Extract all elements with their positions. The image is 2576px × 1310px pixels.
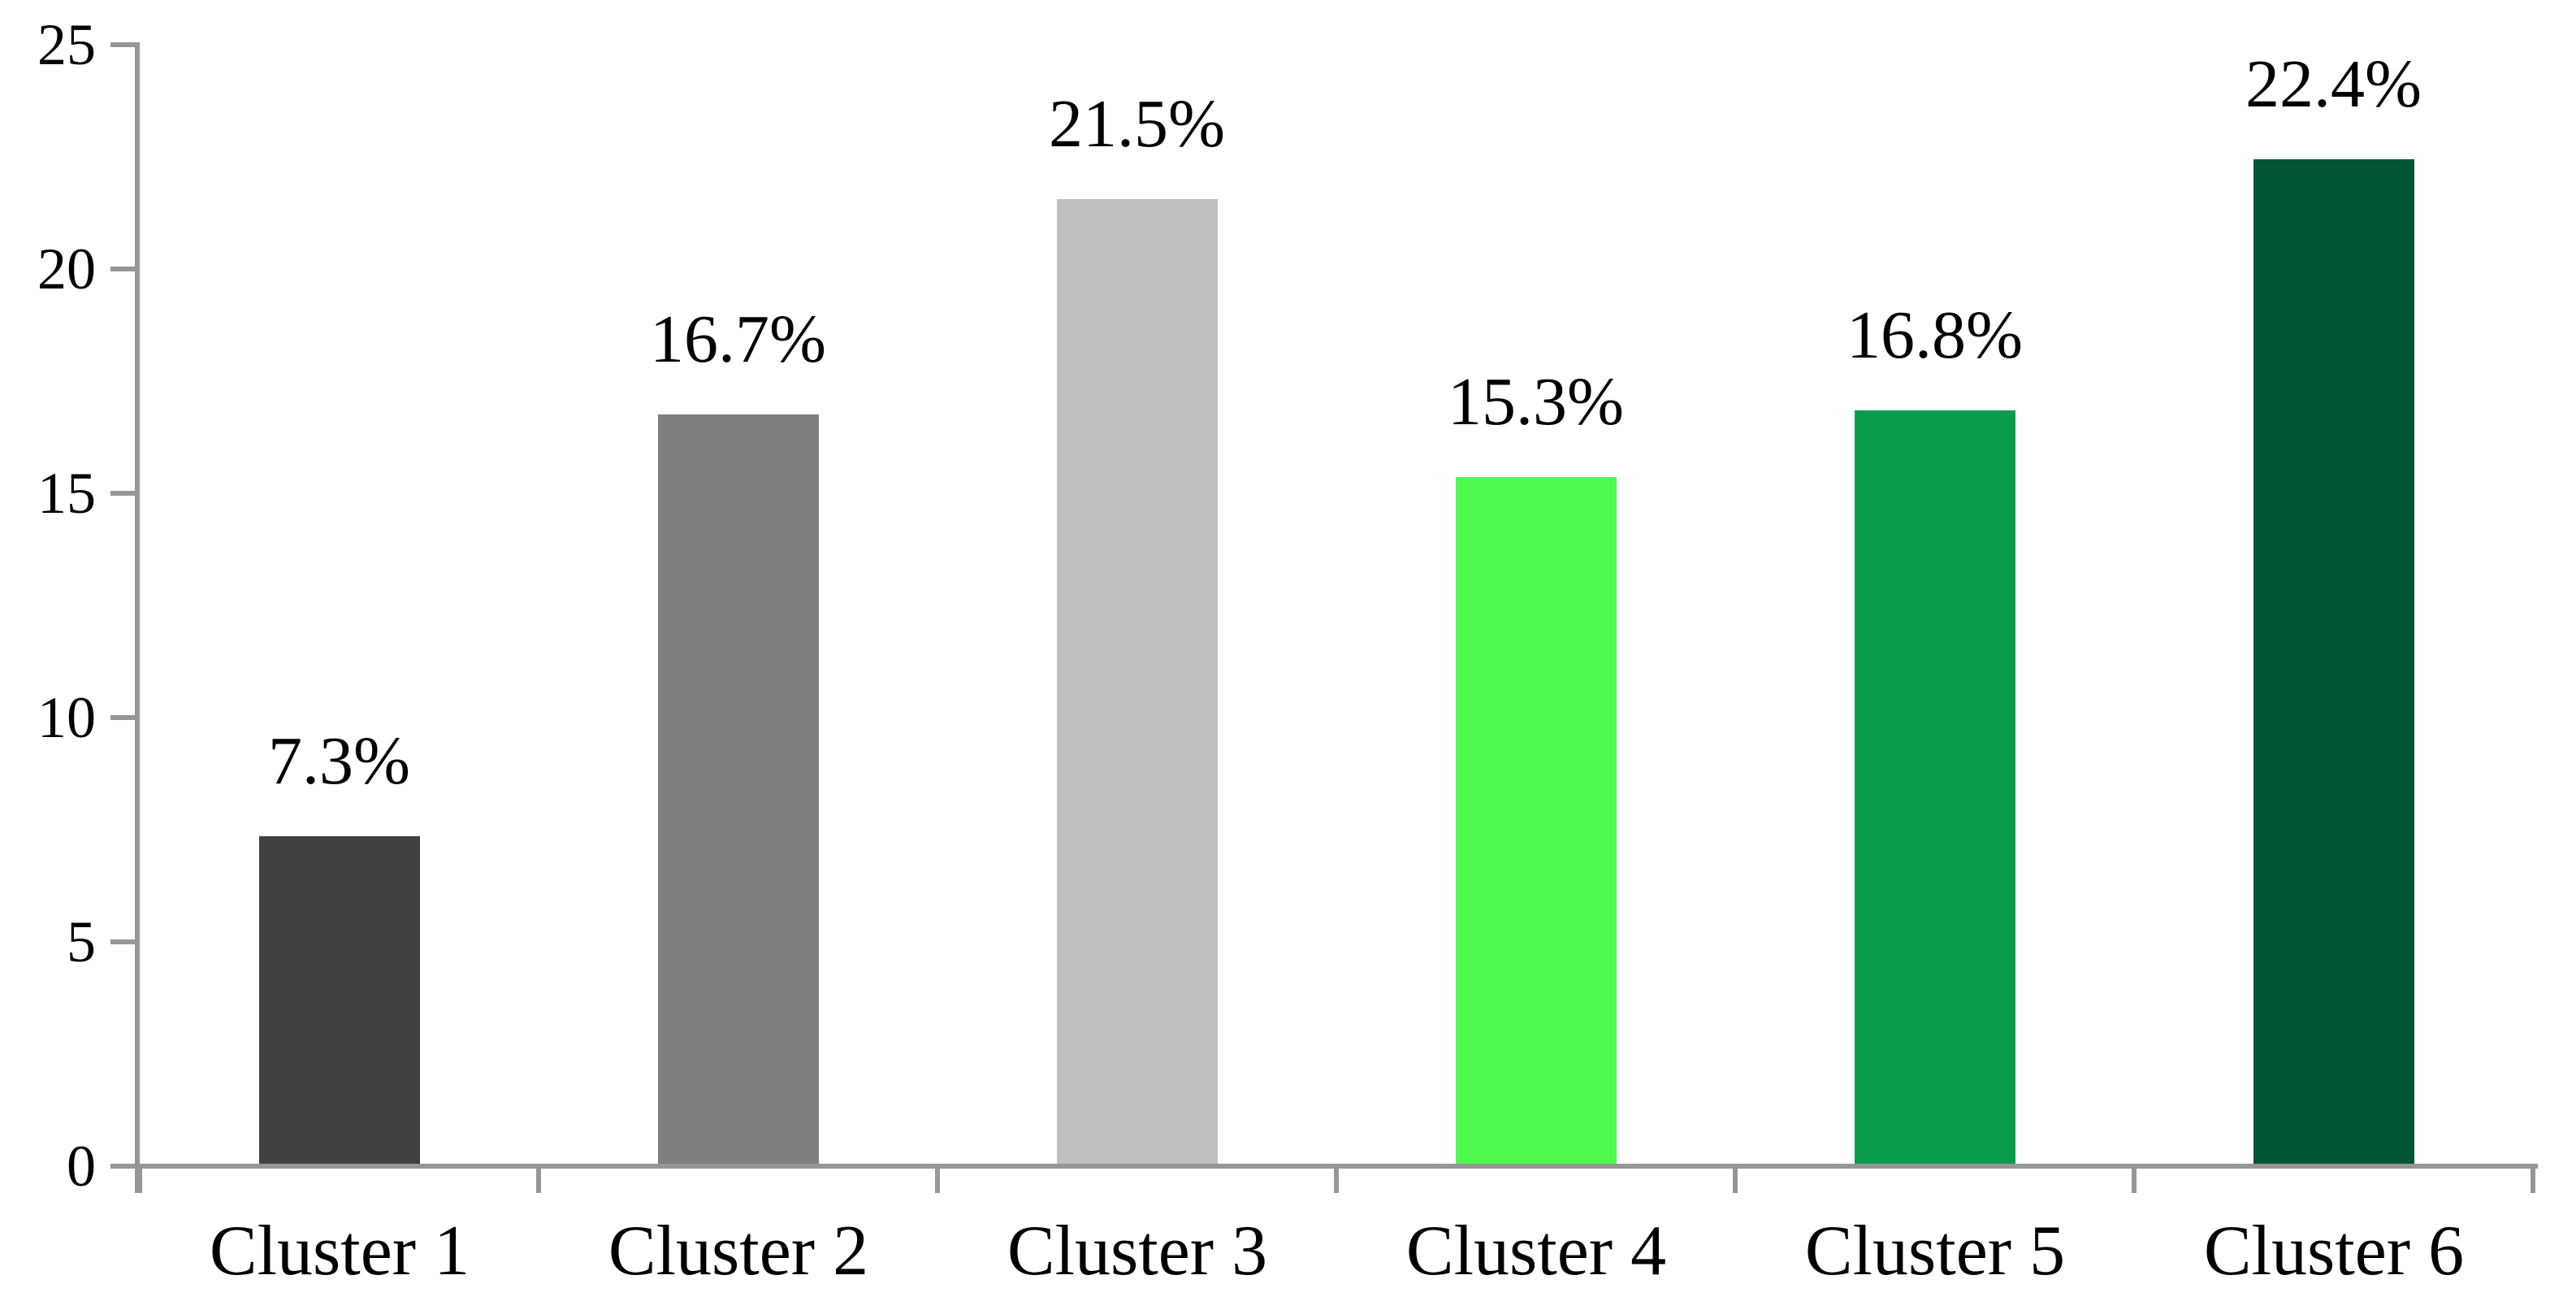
- y-axis-tick-label: 0: [67, 1134, 96, 1199]
- bar-value-label: 7.3%: [268, 723, 410, 800]
- x-axis-category-label: Cluster 3: [1007, 1212, 1268, 1290]
- x-axis-category-label: Cluster 6: [2203, 1212, 2465, 1290]
- x-axis-category-label: Cluster 2: [608, 1212, 869, 1290]
- y-axis-tick-label: 10: [37, 685, 96, 750]
- y-axis-tick-label: 15: [37, 461, 96, 526]
- y-axis-tick-label: 25: [37, 12, 96, 77]
- bar-cluster-1: [258, 836, 420, 1164]
- y-axis-tick-mark: [110, 267, 135, 271]
- x-axis-tick-mark: [536, 1169, 541, 1193]
- x-axis-tick-mark: [2132, 1169, 2137, 1193]
- bar-value-label: 21.5%: [1049, 86, 1225, 163]
- x-axis-tick-mark: [935, 1169, 940, 1193]
- y-axis-tick-mark: [110, 939, 135, 944]
- bar-cluster-4: [1455, 477, 1617, 1164]
- x-axis-tick-mark: [137, 1169, 142, 1193]
- y-axis-tick-mark: [110, 42, 135, 47]
- y-axis-tick-label: 20: [37, 236, 96, 301]
- y-axis-tick-mark: [110, 715, 135, 720]
- y-axis-line: [135, 42, 140, 1193]
- bar-value-label: 16.7%: [650, 301, 826, 378]
- y-axis-tick-label: 5: [67, 909, 96, 974]
- bar-value-label: 15.3%: [1448, 364, 1624, 440]
- bar-value-label: 22.4%: [2245, 46, 2422, 122]
- bar-cluster-6: [2253, 158, 2414, 1164]
- y-axis-tick-mark: [110, 491, 135, 496]
- x-axis-tick-mark: [1733, 1169, 1738, 1193]
- x-axis-category-label: Cluster 4: [1405, 1212, 1667, 1290]
- x-axis-category-label: Cluster 5: [1804, 1212, 2066, 1290]
- x-axis-line: [135, 1164, 2538, 1169]
- x-axis-category-label: Cluster 1: [209, 1212, 470, 1290]
- x-axis-tick-mark: [2531, 1169, 2535, 1193]
- bar-value-label: 16.8%: [1846, 297, 2023, 373]
- bar-cluster-3: [1056, 199, 1218, 1164]
- x-axis-tick-mark: [1334, 1169, 1339, 1193]
- y-axis-tick-mark: [110, 1164, 135, 1169]
- bar-cluster-5: [1854, 410, 2015, 1164]
- bar-cluster-2: [657, 414, 819, 1164]
